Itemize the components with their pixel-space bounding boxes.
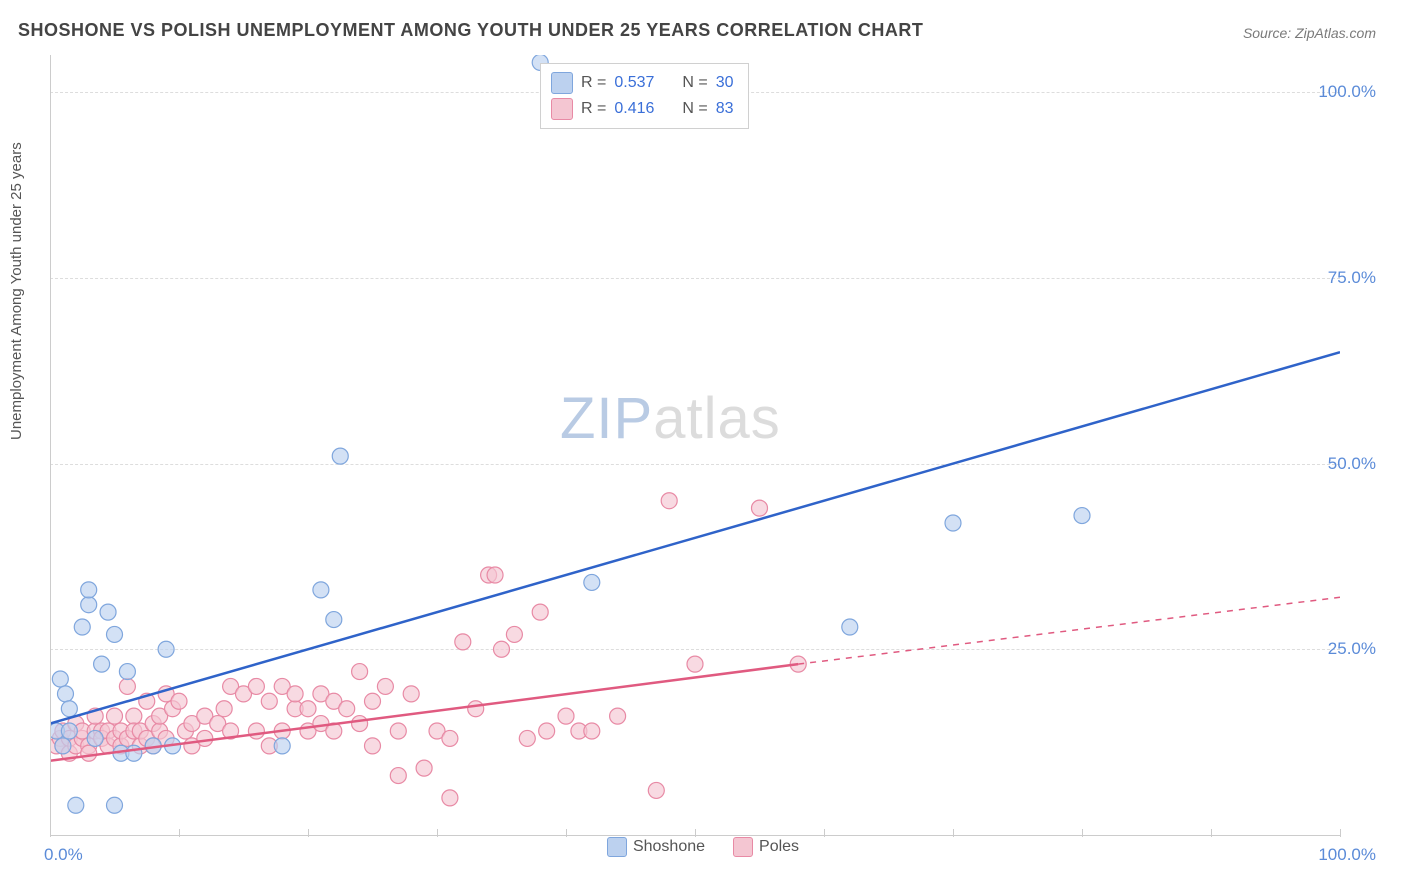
shoshone-point [100, 604, 116, 620]
series-legend: Shoshone Poles [0, 837, 1406, 862]
n-value: 83 [716, 100, 734, 118]
shoshone-point [87, 730, 103, 746]
r-value: 0.416 [614, 100, 654, 118]
poles-point [519, 730, 535, 746]
poles-point [442, 790, 458, 806]
poles-point [261, 693, 277, 709]
legend-label: Shoshone [633, 838, 705, 856]
poles-point [610, 708, 626, 724]
shoshone-point [584, 574, 600, 590]
legend-swatch [607, 837, 627, 857]
shoshone-point [107, 626, 123, 642]
legend-item-shoshone[interactable]: Shoshone [607, 837, 705, 857]
shoshone-point [52, 671, 68, 687]
poles-point [416, 760, 432, 776]
poles-point [558, 708, 574, 724]
shoshone-point [55, 738, 71, 754]
poles-point [390, 723, 406, 739]
poles-point [687, 656, 703, 672]
shoshone-point [57, 686, 73, 702]
shoshone-point [1074, 508, 1090, 524]
poles-point [584, 723, 600, 739]
poles-point [287, 686, 303, 702]
legend-swatch [733, 837, 753, 857]
shoshone-point [81, 597, 97, 613]
legend-item-poles[interactable]: Poles [733, 837, 799, 857]
poles-point [81, 745, 97, 761]
n-label: N = [682, 74, 707, 92]
poles-point [352, 716, 368, 732]
shoshone-point [94, 656, 110, 672]
poles-point [216, 701, 232, 717]
legend-swatch [551, 72, 573, 94]
chart-title: SHOSHONE VS POLISH UNEMPLOYMENT AMONG YO… [18, 20, 923, 41]
poles-point [377, 678, 393, 694]
shoshone-point [61, 701, 77, 717]
stats-legend-row-shoshone: R = 0.537 N = 30 [551, 70, 734, 96]
shoshone-point [326, 612, 342, 628]
poles-point [532, 604, 548, 620]
n-value: 30 [716, 74, 734, 92]
legend-label: Poles [759, 838, 799, 856]
x-axis-line [50, 835, 1340, 836]
shoshone-point [107, 797, 123, 813]
shoshone-point [274, 738, 290, 754]
poles-point [365, 693, 381, 709]
poles-point [119, 678, 135, 694]
shoshone-point [332, 448, 348, 464]
legend-swatch [551, 98, 573, 120]
poles-trendline-extrapolated [798, 597, 1340, 664]
poles-point [171, 693, 187, 709]
poles-point [442, 730, 458, 746]
poles-point [248, 678, 264, 694]
poles-point [248, 723, 264, 739]
r-label: R = [581, 100, 606, 118]
shoshone-point [81, 582, 97, 598]
y-axis-line [50, 55, 51, 835]
poles-point [107, 708, 123, 724]
poles-point [468, 701, 484, 717]
poles-point [300, 701, 316, 717]
r-value: 0.537 [614, 74, 654, 92]
shoshone-point [61, 723, 77, 739]
r-label: R = [581, 74, 606, 92]
poles-point [390, 768, 406, 784]
poles-point [494, 641, 510, 657]
shoshone-point [313, 582, 329, 598]
poles-point [752, 500, 768, 516]
poles-point [365, 738, 381, 754]
poles-point [648, 782, 664, 798]
poles-point [539, 723, 555, 739]
poles-point [506, 626, 522, 642]
scatter-plot [50, 55, 1340, 835]
poles-point [455, 634, 471, 650]
stats-legend-row-poles: R = 0.416 N = 83 [551, 96, 734, 122]
shoshone-point [126, 745, 142, 761]
n-label: N = [682, 100, 707, 118]
poles-point [661, 493, 677, 509]
source-attribution: Source: ZipAtlas.com [1243, 25, 1376, 41]
y-axis-label: Unemployment Among Youth under 25 years [8, 142, 25, 440]
shoshone-point [842, 619, 858, 635]
stats-legend: R = 0.537 N = 30 R = 0.416 N = 83 [540, 63, 749, 129]
poles-point [352, 664, 368, 680]
shoshone-point [119, 664, 135, 680]
shoshone-point [68, 797, 84, 813]
shoshone-point [945, 515, 961, 531]
poles-point [403, 686, 419, 702]
shoshone-point [74, 619, 90, 635]
poles-point [339, 701, 355, 717]
poles-point [487, 567, 503, 583]
x-tick-mark [1340, 829, 1341, 837]
poles-point [126, 708, 142, 724]
poles-point [197, 730, 213, 746]
shoshone-point [158, 641, 174, 657]
